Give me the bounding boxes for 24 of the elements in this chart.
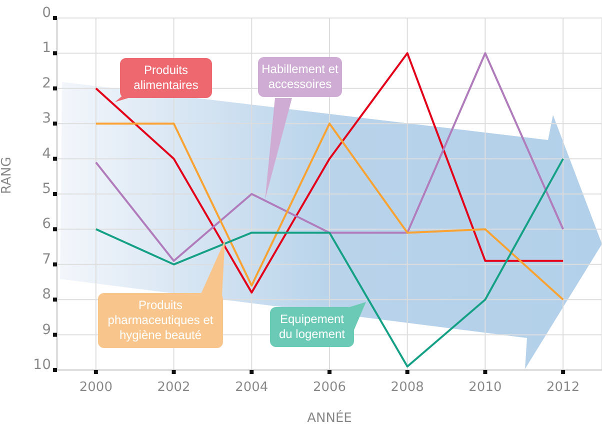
y-tick-label: 7 — [42, 251, 51, 268]
y-tick-label: 4 — [42, 146, 52, 162]
y-tick-label: 0 — [42, 4, 51, 21]
x-tick-label: 2010 — [468, 380, 502, 396]
text: Equipement du logement — [270, 307, 354, 347]
x-tick-label: 2006 — [312, 380, 346, 396]
y-tick-label: 3 — [42, 110, 51, 127]
x-axis-title: ANNÉE — [307, 409, 352, 424]
y-tick-label: 9 — [42, 322, 51, 338]
y-tick-label: 5 — [42, 180, 51, 197]
y-tick-label: 1 — [42, 40, 51, 56]
x-tick-label: 2004 — [235, 380, 268, 396]
text: Produits pharmaceutiques et hygiène beauté — [98, 293, 223, 348]
y-tick-label: 8 — [42, 286, 51, 303]
x-tick-label: 2000 — [79, 380, 112, 396]
x-tick-label: 2012 — [546, 380, 580, 396]
y-axis-title: RANG — [0, 156, 15, 194]
text: Habillement et accessoires — [258, 57, 342, 97]
x-tick-label: 2002 — [157, 380, 190, 396]
series-label: Produits alimentaires — [120, 58, 212, 98]
x-tick-label: 2008 — [390, 380, 424, 396]
y-tick-label: 2 — [42, 75, 51, 92]
y-tick-label: 10 — [33, 356, 51, 373]
y-tick-label: 6 — [42, 216, 52, 232]
